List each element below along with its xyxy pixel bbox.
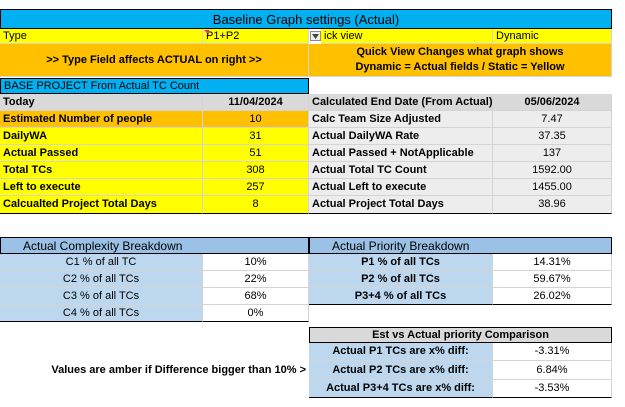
complexity-label: C4 % of all TCs	[0, 305, 203, 322]
quick-view-note-line-2: Dynamic = Actual fields / Static = Yello…	[355, 61, 565, 73]
actual-row-value[interactable]: 1592.00	[493, 162, 612, 179]
base-row-value[interactable]: 8	[203, 196, 309, 214]
actual-row-label: Actual Project Total Days	[309, 196, 493, 214]
quick-view-note-line-1: Quick View Changes what graph shows	[356, 46, 564, 58]
priority-label: P2 % of all TCs	[309, 271, 493, 288]
comparison-label: Actual P1 TCs are x% diff:	[309, 343, 493, 361]
complexity-label: C1 % of all TC	[0, 254, 203, 271]
priority-value[interactable]: 59.67%	[493, 271, 612, 288]
complexity-value[interactable]: 10%	[203, 254, 309, 271]
quick-view-note: Quick View Changes what graph shows Dyna…	[309, 44, 612, 77]
actual-row-label: Calc Team Size Adjusted	[309, 111, 493, 128]
comment-indicator-icon	[204, 30, 209, 35]
actual-row-label: Actual DailyWA Rate	[309, 128, 493, 145]
complexity-value[interactable]: 22%	[203, 271, 309, 288]
comparison-value[interactable]: 6.84%	[493, 361, 612, 380]
base-row-label: Today	[0, 94, 203, 111]
comparison-header: Est vs Actual priority Comparison	[309, 327, 612, 343]
priority-value[interactable]: 26.02%	[493, 288, 612, 305]
comparison-label: Actual P3+4 TCs are x% diff:	[309, 380, 493, 398]
complexity-value[interactable]: 68%	[203, 288, 309, 305]
type-note: >> Type Field affects ACTUAL on right >>	[0, 44, 309, 77]
base-row-value[interactable]: 257	[203, 179, 309, 196]
actual-row-value[interactable]: 1455.00	[493, 179, 612, 196]
base-row-label: Left to execute	[0, 179, 203, 196]
base-row-label: Actual Passed	[0, 145, 203, 162]
comparison-value[interactable]: -3.53%	[493, 380, 612, 398]
complexity-header: Actual Complexity Breakdown	[0, 237, 309, 254]
complexity-value[interactable]: 0%	[203, 305, 309, 322]
amber-note: Values are amber if Difference bigger th…	[51, 364, 306, 376]
comparison-label: Actual P2 TCs are x% diff:	[309, 361, 493, 380]
base-row-label: Calcualted Project Total Days	[0, 196, 203, 214]
base-row-label: DailyWA	[0, 128, 203, 145]
base-project-header: BASE PROJECT From Actual TC Count	[0, 78, 309, 94]
dropdown-arrow-icon[interactable]	[310, 31, 321, 41]
base-row-label: Total TCs	[0, 162, 203, 179]
priority-label: P1 % of all TCs	[309, 254, 493, 271]
actual-row-label: Calculated End Date (From Actual)	[309, 94, 493, 111]
actual-row-label: Actual Total TC Count	[309, 162, 493, 179]
complexity-label: C3 % of all TCs	[0, 288, 203, 305]
priority-value[interactable]: 14.31%	[493, 254, 612, 271]
actual-row-value[interactable]: 37.35	[493, 128, 612, 145]
base-row-value[interactable]: 31	[203, 128, 309, 145]
complexity-label: C2 % of all TCs	[0, 271, 203, 288]
actual-row-value[interactable]: 38.96	[493, 196, 612, 214]
priority-header: Actual Priority Breakdown	[309, 237, 612, 254]
actual-row-label: Actual Left to execute	[309, 179, 493, 196]
base-row-value[interactable]: 10	[203, 111, 309, 128]
actual-row-value[interactable]: 137	[493, 145, 612, 162]
actual-row-value[interactable]: 05/06/2024	[493, 94, 612, 111]
comparison-value[interactable]: -3.31%	[493, 343, 612, 361]
priority-label: P3+4 % of all TCs	[309, 288, 493, 305]
quick-view-label: ick view	[321, 29, 493, 44]
quick-view-value-cell[interactable]: Dynamic	[493, 29, 612, 44]
actual-row-label: Actual Passed + NotApplicable	[309, 145, 493, 162]
type-value-cell[interactable]: P1+P2	[203, 29, 309, 44]
base-row-value[interactable]: 308	[203, 162, 309, 179]
sheet-title: Baseline Graph settings (Actual)	[0, 9, 612, 29]
actual-row-value[interactable]: 7.47	[493, 111, 612, 128]
type-label: Type	[0, 29, 203, 44]
base-row-value[interactable]: 51	[203, 145, 309, 162]
base-row-label: Estimated Number of people	[0, 111, 203, 128]
base-row-value[interactable]: 11/04/2024	[203, 94, 309, 111]
